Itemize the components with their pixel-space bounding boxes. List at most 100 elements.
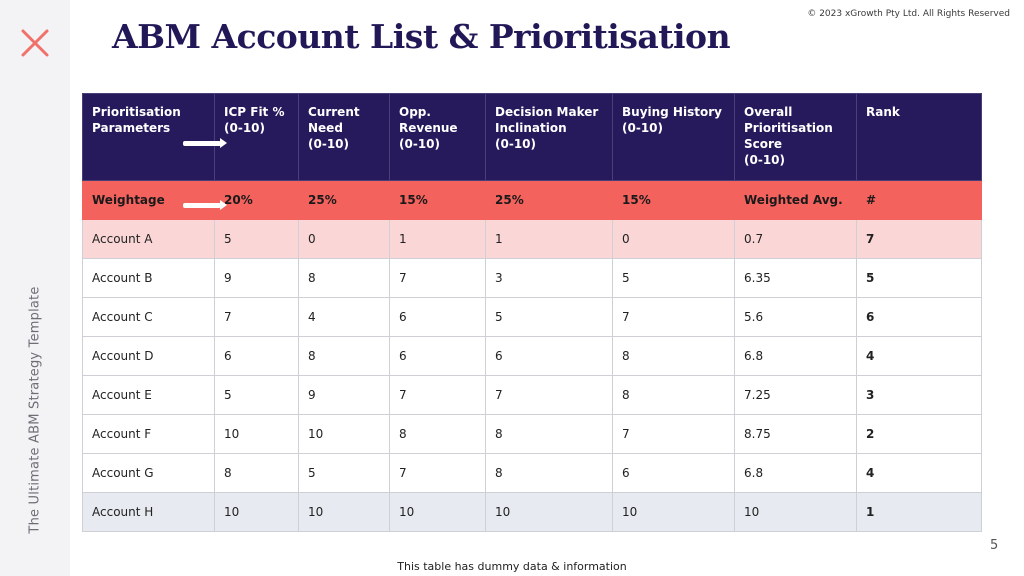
score-cell: 5	[214, 375, 299, 415]
score-cell: 10	[298, 492, 390, 532]
table-row: Account H 10 10 10 10 10 10 1	[82, 492, 982, 532]
score-cell: 10	[214, 492, 299, 532]
account-name-cell: Account G	[82, 453, 215, 493]
weightage-cell: Weighted Avg.	[734, 180, 857, 220]
weightage-cell: 20%	[214, 180, 299, 220]
score-cell: 5	[485, 297, 613, 337]
column-header: Opp. Revenue (0-10)	[389, 93, 486, 181]
copyright-text: © 2023 xGrowth Pty Ltd. All Rights Reser…	[807, 9, 1010, 19]
score-cell: 7	[612, 297, 735, 337]
score-cell: 10	[298, 414, 390, 454]
table-body: Account A 5 0 1 1 0 0.7 7 Account B 9 8 7 3 5 6.35 5 Acc…	[82, 219, 982, 532]
score-cell: 7	[214, 297, 299, 337]
score-cell: 6	[612, 453, 735, 493]
score-cell: 6.8	[734, 453, 857, 493]
score-cell: 5.6	[734, 297, 857, 337]
weightage-cell: #	[856, 180, 982, 220]
weightage-row: Weightage 20% 25% 15% 25% 15% Weighted Avg. #	[82, 180, 982, 220]
score-cell: 10	[612, 492, 735, 532]
score-cell: 7	[389, 258, 486, 298]
rank-cell: 1	[856, 492, 982, 532]
column-header: Rank	[856, 93, 982, 181]
page-number: 5	[990, 538, 999, 553]
column-header: Prioritisation Parameters	[82, 93, 215, 181]
column-header: ICP Fit % (0-10)	[214, 93, 299, 181]
score-cell: 7	[389, 375, 486, 415]
score-cell: 9	[214, 258, 299, 298]
score-cell: 7.25	[734, 375, 857, 415]
footer-note: This table has dummy data & information	[397, 560, 627, 573]
weightage-cell: 15%	[389, 180, 486, 220]
score-cell: 6	[389, 297, 486, 337]
weightage-cell: 25%	[298, 180, 390, 220]
account-name-cell: Account F	[82, 414, 215, 454]
account-name-cell: Account B	[82, 258, 215, 298]
table-row: Account A 5 0 1 1 0 0.7 7	[82, 219, 982, 259]
table-row: Account C 7 4 6 5 7 5.6 6	[82, 297, 982, 337]
weightage-cell: Weightage	[82, 180, 215, 220]
score-cell: 0.7	[734, 219, 857, 259]
account-name-cell: Account C	[82, 297, 215, 337]
score-cell: 8	[389, 414, 486, 454]
account-name-cell: Account A	[82, 219, 215, 259]
score-cell: 6	[485, 336, 613, 376]
account-name-cell: Account E	[82, 375, 215, 415]
page-title: ABM Account List & Prioritisation	[112, 17, 731, 56]
score-cell: 0	[298, 219, 390, 259]
table-row: Account G 8 5 7 8 6 6.8 4	[82, 453, 982, 493]
score-cell: 8	[214, 453, 299, 493]
score-cell: 8	[298, 258, 390, 298]
score-cell: 7	[389, 453, 486, 493]
table-row: Account E 5 9 7 7 8 7.25 3	[82, 375, 982, 415]
score-cell: 0	[612, 219, 735, 259]
score-cell: 10	[485, 492, 613, 532]
rank-cell: 2	[856, 414, 982, 454]
score-cell: 3	[485, 258, 613, 298]
prioritisation-table: Prioritisation Parameters ICP Fit % (0-10…	[82, 93, 982, 532]
score-cell: 5	[298, 453, 390, 493]
score-cell: 6	[214, 336, 299, 376]
column-header: Decision Maker Inclination (0-10)	[485, 93, 613, 181]
score-cell: 7	[485, 375, 613, 415]
score-cell: 6.8	[734, 336, 857, 376]
x-cross-icon	[21, 29, 49, 57]
score-cell: 1	[485, 219, 613, 259]
score-cell: 10	[389, 492, 486, 532]
rank-cell: 7	[856, 219, 982, 259]
score-cell: 9	[298, 375, 390, 415]
sidebar-vertical-title: The Ultimate ABM Strategy Template	[27, 286, 43, 534]
score-cell: 8	[485, 414, 613, 454]
score-cell: 1	[389, 219, 486, 259]
score-cell: 8.75	[734, 414, 857, 454]
score-cell: 5	[214, 219, 299, 259]
score-cell: 8	[612, 336, 735, 376]
account-name-cell: Account D	[82, 336, 215, 376]
score-cell: 8	[612, 375, 735, 415]
rank-cell: 4	[856, 336, 982, 376]
table-row: Account F 10 10 8 8 7 8.75 2	[82, 414, 982, 454]
column-header: Buying History (0-10)	[612, 93, 735, 181]
account-name-cell: Account H	[82, 492, 215, 532]
rank-cell: 3	[856, 375, 982, 415]
score-cell: 6	[389, 336, 486, 376]
score-cell: 8	[485, 453, 613, 493]
rank-cell: 5	[856, 258, 982, 298]
rank-cell: 4	[856, 453, 982, 493]
rank-cell: 6	[856, 297, 982, 337]
sidebar: The Ultimate ABM Strategy Template	[0, 0, 70, 576]
score-cell: 5	[612, 258, 735, 298]
score-cell: 8	[298, 336, 390, 376]
weightage-cell: 25%	[485, 180, 613, 220]
score-cell: 10	[214, 414, 299, 454]
score-cell: 4	[298, 297, 390, 337]
score-cell: 10	[734, 492, 857, 532]
table-row: Account D 6 8 6 6 8 6.8 4	[82, 336, 982, 376]
arrow-right-icon	[183, 138, 227, 148]
column-header: Current Need (0-10)	[298, 93, 390, 181]
score-cell: 6.35	[734, 258, 857, 298]
column-header: Overall Prioritisation Score (0-10)	[734, 93, 857, 181]
weightage-cell: 15%	[612, 180, 735, 220]
table-row: Account B 9 8 7 3 5 6.35 5	[82, 258, 982, 298]
arrow-right-icon	[183, 200, 227, 210]
table-header-row: Prioritisation Parameters ICP Fit % (0-10…	[82, 93, 982, 181]
